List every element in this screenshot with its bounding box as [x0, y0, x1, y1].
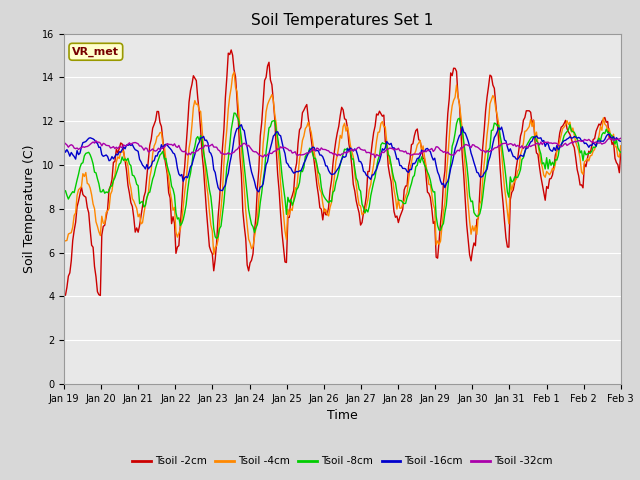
Legend: Tsoil -2cm, Tsoil -4cm, Tsoil -8cm, Tsoil -16cm, Tsoil -32cm: Tsoil -2cm, Tsoil -4cm, Tsoil -8cm, Tsoi… [128, 452, 557, 470]
X-axis label: Time: Time [327, 409, 358, 422]
Text: VR_met: VR_met [72, 47, 119, 57]
Y-axis label: Soil Temperature (C): Soil Temperature (C) [23, 144, 36, 273]
Title: Soil Temperatures Set 1: Soil Temperatures Set 1 [252, 13, 433, 28]
